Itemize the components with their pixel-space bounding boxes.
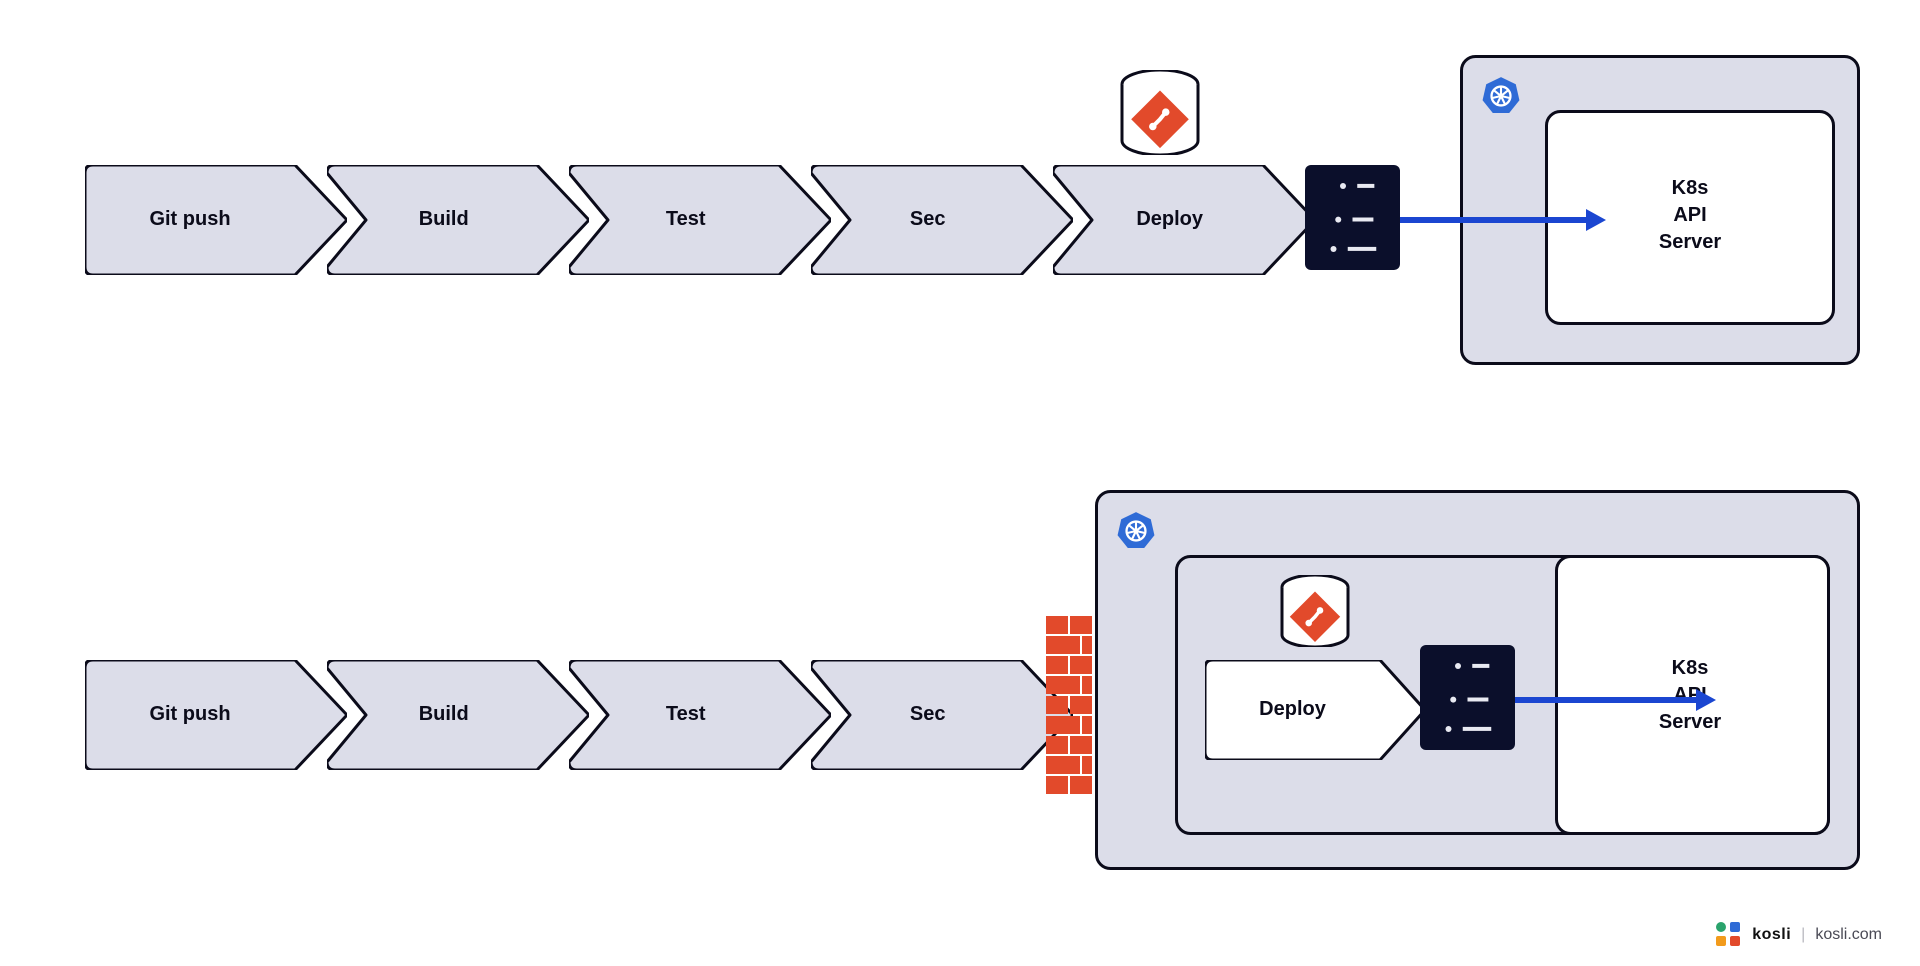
git-database-icon [1280,575,1350,647]
k8s-api-server-label: K8sAPIServer [1600,175,1780,265]
pipeline-step-label: Git push [85,208,295,232]
kosli-logo-icon [1716,922,1742,948]
pipeline-step-label: Sec [823,208,1033,232]
pipeline-step-label: Deploy [1205,698,1380,722]
footer-brand: kosli [1752,926,1791,944]
pipeline-step-label: Sec [823,703,1033,727]
arrow-icon [1515,685,1718,715]
arrow-icon [1400,205,1608,235]
git-database-icon [1120,70,1200,155]
kubernetes-icon [1115,510,1157,552]
kubernetes-icon [1480,75,1522,117]
footer-site: kosli.com [1815,926,1882,944]
terminal-icon [1305,165,1400,270]
pipeline-step-label: Git push [85,703,295,727]
pipeline-step-label: Build [339,703,549,727]
terminal-icon [1420,645,1515,750]
footer-separator: | [1801,926,1805,944]
pipeline-step-label: Build [339,208,549,232]
pipeline-step-label: Test [581,208,791,232]
pipeline-step-label: Test [581,703,791,727]
firewall-icon [1045,615,1093,795]
footer: kosli | kosli.com [1716,922,1882,948]
pipeline-step-label: Deploy [1065,208,1275,232]
